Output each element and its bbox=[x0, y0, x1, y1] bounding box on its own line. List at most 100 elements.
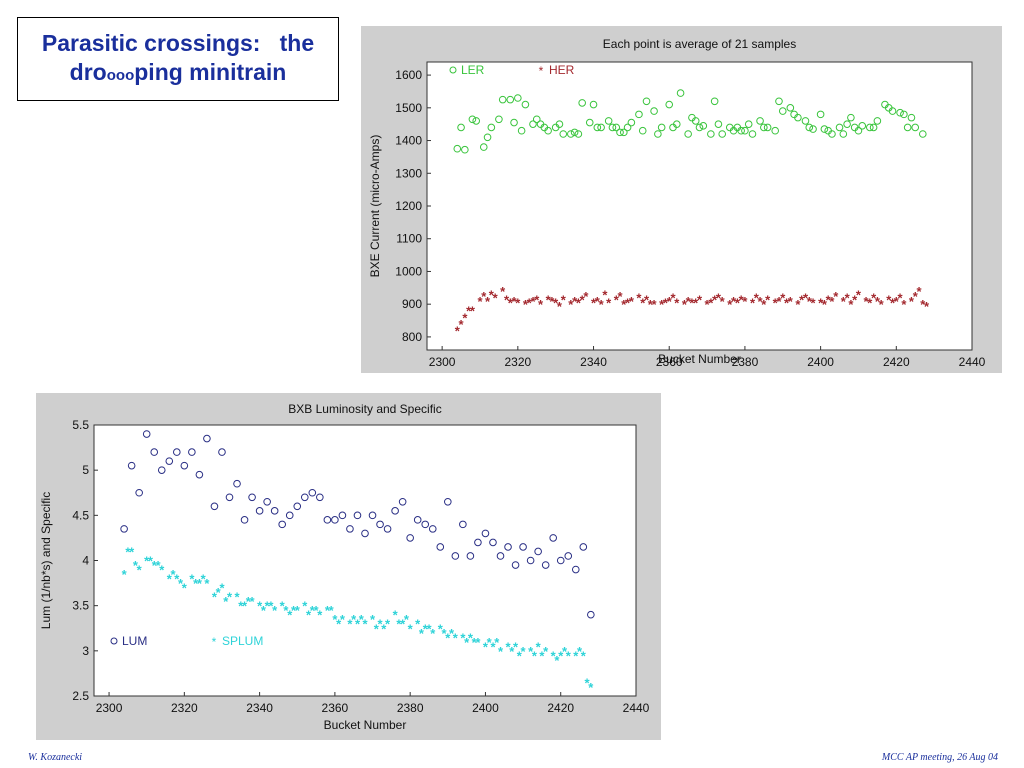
her-point: * bbox=[848, 297, 854, 312]
her-point: * bbox=[803, 291, 809, 306]
ler-point bbox=[775, 97, 783, 106]
her-point: * bbox=[795, 297, 801, 312]
her-point: * bbox=[455, 323, 461, 338]
her-point: * bbox=[462, 310, 468, 325]
lum-point bbox=[293, 502, 302, 511]
her-point: * bbox=[826, 292, 832, 307]
her-point: * bbox=[674, 296, 680, 311]
splum-point: * bbox=[359, 612, 365, 627]
lum-point bbox=[248, 493, 256, 502]
x-tick-label: 2400 bbox=[472, 701, 499, 715]
splum-point: * bbox=[419, 626, 425, 641]
title-o3: o bbox=[125, 66, 135, 84]
splum-point: * bbox=[536, 639, 542, 654]
splum-point: * bbox=[581, 648, 587, 663]
x-tick-label: 2440 bbox=[623, 701, 650, 715]
her-point: * bbox=[459, 317, 465, 332]
her-point: * bbox=[481, 289, 487, 304]
lum-point bbox=[240, 516, 249, 524]
luminosity-chart-panel: BXB Luminosity and Specific Bucket Number… bbox=[36, 393, 661, 740]
splum-point: * bbox=[408, 621, 414, 636]
ler-point bbox=[585, 118, 594, 127]
lum-point bbox=[421, 520, 430, 529]
splum-point: * bbox=[562, 644, 568, 659]
ler-point bbox=[771, 126, 779, 135]
ler-point bbox=[635, 110, 643, 119]
title-o2: o bbox=[115, 66, 126, 84]
y-axis-label: Lum (1/nb*s) and Specific bbox=[39, 492, 53, 629]
her-point: * bbox=[530, 294, 536, 309]
lum-point bbox=[346, 525, 354, 533]
lum-point bbox=[300, 493, 309, 502]
splum-point: * bbox=[268, 599, 274, 614]
lum-point bbox=[444, 497, 452, 506]
ler-point bbox=[570, 128, 579, 137]
her-point: * bbox=[788, 294, 794, 309]
legend-marker-splum: * bbox=[212, 635, 217, 649]
lum-point bbox=[504, 543, 512, 551]
ler-point bbox=[593, 123, 602, 132]
ler-point bbox=[506, 95, 515, 104]
her-point: * bbox=[693, 296, 699, 311]
splum-point: * bbox=[171, 567, 177, 582]
splum-point: * bbox=[219, 581, 225, 596]
x-tick-label: 2380 bbox=[397, 701, 424, 715]
splum-point: * bbox=[370, 612, 376, 627]
lum-point bbox=[451, 552, 460, 560]
lum-point bbox=[270, 507, 279, 515]
splum-point: * bbox=[155, 558, 161, 573]
ler-point bbox=[816, 110, 825, 119]
splum-point: * bbox=[283, 603, 289, 618]
splum-point: * bbox=[178, 576, 184, 591]
ler-point bbox=[737, 126, 745, 135]
x-tick-label: 2360 bbox=[656, 355, 683, 369]
ler-point bbox=[578, 99, 586, 107]
lum-point bbox=[368, 511, 377, 520]
splum-point: * bbox=[216, 585, 222, 600]
splum-point: * bbox=[129, 544, 135, 559]
ler-point bbox=[918, 130, 927, 138]
her-point: * bbox=[580, 292, 586, 307]
y-tick-label: 900 bbox=[402, 297, 422, 311]
ler-point bbox=[608, 123, 617, 132]
her-point: * bbox=[924, 299, 930, 314]
ler-point bbox=[748, 130, 757, 138]
her-point: * bbox=[776, 294, 782, 309]
her-point: * bbox=[538, 297, 544, 312]
ler-point bbox=[900, 110, 908, 119]
her-point: * bbox=[886, 292, 892, 307]
lum-point bbox=[526, 556, 535, 565]
her-point: * bbox=[833, 289, 839, 304]
splum-point: * bbox=[310, 603, 316, 618]
ler-point bbox=[559, 130, 568, 138]
splum-point: * bbox=[445, 630, 451, 645]
lum-point bbox=[263, 497, 271, 506]
legend-label-lum: LUM bbox=[122, 634, 147, 648]
y-tick-label: 5 bbox=[82, 463, 89, 477]
splum-point: * bbox=[588, 680, 594, 695]
her-point: * bbox=[875, 294, 881, 309]
lum-point bbox=[218, 448, 226, 456]
ler-point bbox=[760, 123, 768, 132]
x-tick-label: 2360 bbox=[322, 701, 349, 715]
her-point: * bbox=[500, 284, 506, 299]
ler-point bbox=[741, 126, 749, 135]
splum-point: * bbox=[152, 558, 158, 573]
ler-point bbox=[461, 145, 469, 154]
her-point: * bbox=[617, 289, 623, 304]
ler-her-current-chart: Each point is average of 21 samples Bucke… bbox=[368, 37, 986, 369]
y-tick-label: 3 bbox=[82, 644, 89, 658]
ler-point bbox=[642, 97, 651, 106]
splum-point: * bbox=[449, 626, 455, 641]
lum-point bbox=[459, 520, 467, 529]
lum-point bbox=[353, 511, 362, 520]
lum-point bbox=[285, 511, 294, 520]
her-point: * bbox=[909, 294, 915, 309]
her-point: * bbox=[765, 292, 771, 307]
x-tick-label: 2440 bbox=[959, 355, 986, 369]
splum-point: * bbox=[242, 599, 248, 614]
splum-point: * bbox=[558, 648, 564, 663]
x-tick-label: 2320 bbox=[171, 701, 198, 715]
lum-point bbox=[406, 534, 414, 542]
her-point: * bbox=[576, 296, 582, 311]
